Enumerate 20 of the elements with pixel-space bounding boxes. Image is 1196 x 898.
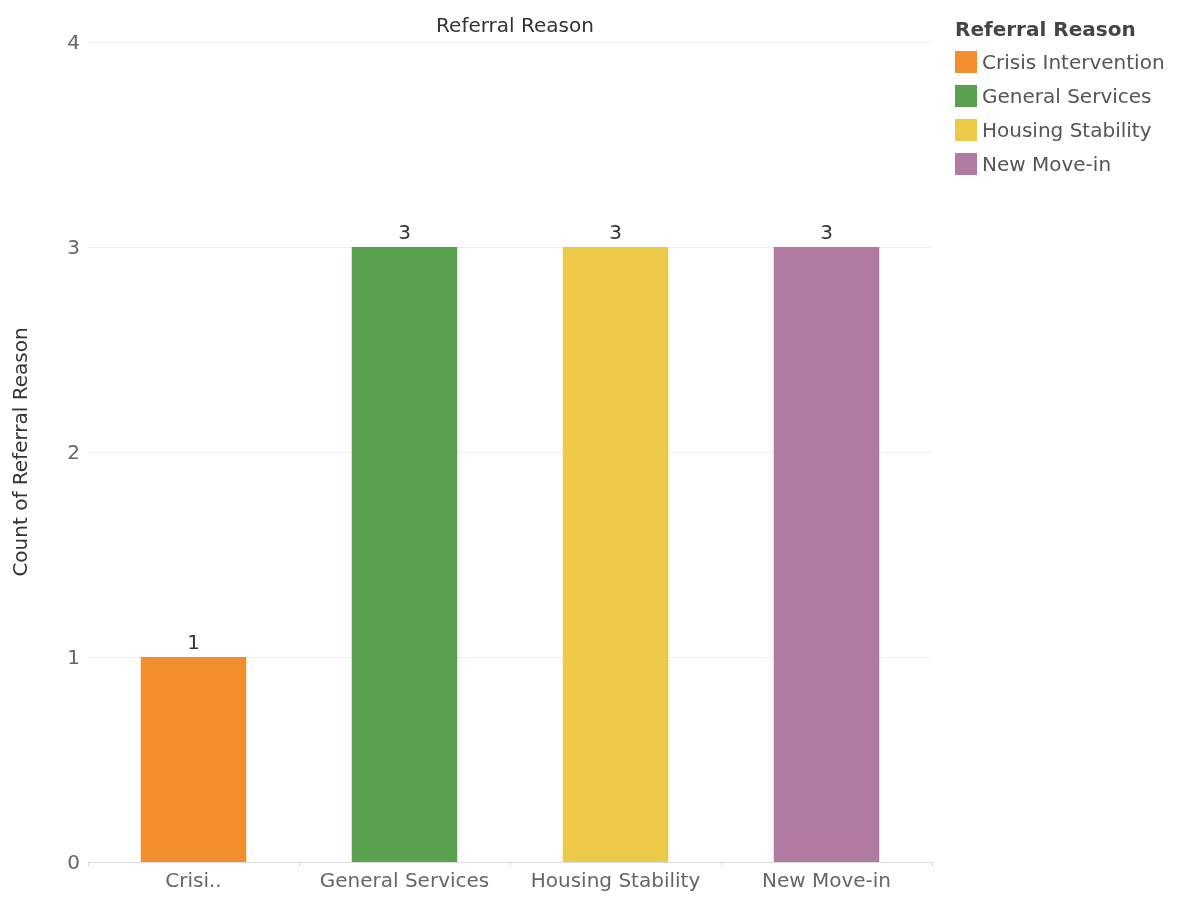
- x-tick-label: Housing Stability: [530, 868, 701, 892]
- y-axis-title: Count of Referral Reason: [8, 327, 32, 577]
- data-label: 3: [609, 220, 622, 244]
- y-tick-label: 0: [67, 850, 80, 874]
- x-tick-label: General Services: [319, 868, 490, 892]
- legend-label: Crisis Intervention: [982, 50, 1165, 74]
- chart-title: Referral Reason: [436, 13, 594, 37]
- legend-label: General Services: [982, 84, 1152, 108]
- y-tick-label: 4: [67, 30, 80, 54]
- x-tick-label: Crisi..: [165, 868, 222, 892]
- legend-label: Housing Stability: [982, 118, 1152, 142]
- y-tick-label: 1: [67, 645, 80, 669]
- y-tick-label: 3: [67, 235, 80, 259]
- legend-label: New Move-in: [982, 152, 1112, 176]
- data-label: 1: [187, 630, 200, 654]
- y-tick-label: 2: [67, 440, 80, 464]
- data-label: 3: [820, 220, 833, 244]
- data-label: 3: [398, 220, 411, 244]
- x-tick-label: New Move-in: [761, 868, 892, 892]
- legend-title: Referral Reason: [955, 17, 1136, 41]
